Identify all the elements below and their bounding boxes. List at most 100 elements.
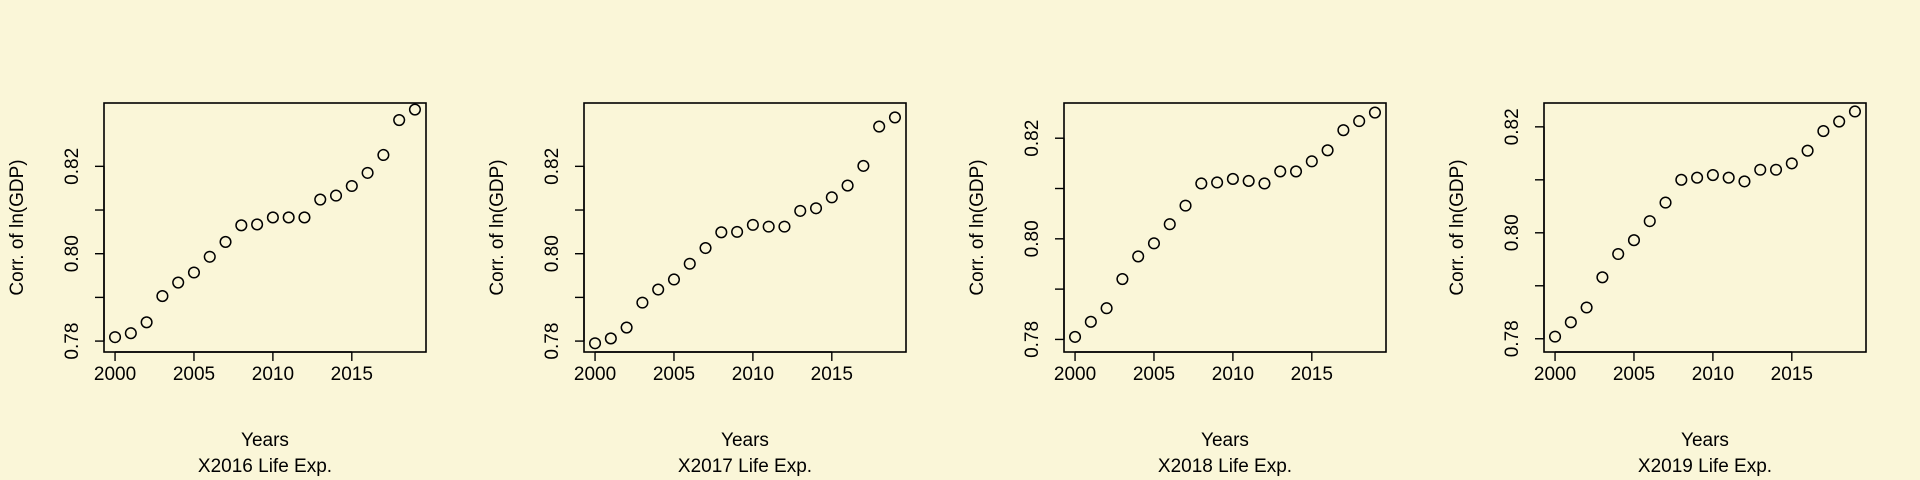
data-point <box>266 211 279 224</box>
data-point <box>1084 315 1097 328</box>
data-point <box>187 266 201 279</box>
x-tick-label: 2005 <box>173 364 215 385</box>
data-point <box>1738 175 1751 188</box>
data-point <box>715 226 728 239</box>
data-point <box>888 111 902 124</box>
chart-panel-1: 2000 2005 2010 2015 0.78 0.80 0.82 Years X2016 L… <box>7 102 427 477</box>
x-tick-label: 2000 <box>574 364 616 385</box>
data-point <box>1211 176 1224 189</box>
data-point <box>361 166 374 179</box>
data-point <box>841 179 854 192</box>
data-point <box>731 225 744 238</box>
x-tick-label: 2000 <box>1534 364 1576 385</box>
data-point <box>329 189 343 202</box>
x-tick-label: 2015 <box>1771 364 1813 385</box>
x-tick-label: 2010 <box>732 364 774 385</box>
y-axis-title: Corr. of ln(GDP) <box>1447 159 1468 295</box>
data-point <box>1353 115 1366 128</box>
data-point <box>1289 165 1303 178</box>
data-point <box>1548 330 1562 343</box>
x-tick-label: 2010 <box>1212 364 1254 385</box>
panel-subtitle: X2017 Life Exp. <box>678 456 812 477</box>
data-point <box>345 179 358 193</box>
data-point <box>1659 196 1672 209</box>
data-point <box>1116 273 1129 286</box>
data-point <box>652 283 665 296</box>
panel-subtitle: X2016 Life Exp. <box>198 456 332 477</box>
data-point <box>1179 199 1192 212</box>
data-point <box>794 204 807 217</box>
data-point <box>314 193 327 206</box>
data-point <box>140 316 153 329</box>
data-point <box>746 218 759 231</box>
data-point <box>1596 271 1609 284</box>
y-axis-title: Corr. of ln(GDP) <box>7 159 28 295</box>
y-tick-label: 0.80 <box>62 235 83 272</box>
y-tick-label: 0.78 <box>1502 320 1523 357</box>
data-point <box>1769 163 1783 176</box>
data-point <box>1274 165 1287 178</box>
y-axis-title: Corr. of ln(GDP) <box>487 159 508 295</box>
x-axis-title: Years <box>1201 430 1249 451</box>
data-point <box>873 120 886 133</box>
panel-subtitle: X2019 Life Exp. <box>1638 456 1772 477</box>
data-point <box>1195 177 1208 190</box>
data-point <box>667 273 681 286</box>
data-point <box>778 220 791 233</box>
data-point <box>156 290 169 303</box>
data-point <box>282 211 295 224</box>
chart-panel-4: 2000 2005 2010 2015 0.78 0.80 0.82 Years X2019 L… <box>1447 102 1867 477</box>
data-point <box>1801 144 1814 157</box>
data-point <box>588 337 602 350</box>
x-tick-label: 2015 <box>1291 364 1333 385</box>
x-tick-label: 2005 <box>1613 364 1655 385</box>
data-point <box>251 218 264 231</box>
y-tick-label: 0.82 <box>1022 120 1043 157</box>
x-tick-label: 2015 <box>331 364 373 385</box>
data-point <box>1612 247 1625 261</box>
x-tick-label: 2010 <box>252 364 294 385</box>
x-axis-title: Years <box>241 430 289 451</box>
y-tick-label: 0.80 <box>1502 214 1523 251</box>
data-point <box>857 159 870 172</box>
x-axis-title: Years <box>721 430 769 451</box>
data-point <box>298 211 311 224</box>
y-tick-label: 0.82 <box>1502 108 1523 145</box>
data-point <box>1147 237 1161 250</box>
y-tick-label: 0.80 <box>542 235 563 272</box>
data-point <box>636 296 649 309</box>
data-point <box>1564 316 1577 329</box>
x-tick-label: 2000 <box>1054 364 1096 385</box>
data-point <box>1226 172 1239 186</box>
x-tick-label: 2000 <box>94 364 136 385</box>
data-point <box>1754 163 1767 176</box>
y-tick-label: 0.78 <box>1022 321 1043 358</box>
data-point <box>683 257 696 270</box>
data-point <box>1337 124 1350 137</box>
chart-panel-2: 2000 2005 2010 2015 0.78 0.80 0.82 Years X2017 L… <box>487 102 907 477</box>
y-tick-label: 0.80 <box>1022 220 1043 257</box>
y-tick-label: 0.78 <box>62 323 83 360</box>
x-tick-label: 2005 <box>1133 364 1175 385</box>
data-point <box>124 327 137 340</box>
data-point <box>620 321 633 334</box>
data-point <box>1163 218 1176 231</box>
data-point <box>108 331 122 344</box>
data-point <box>1643 215 1656 228</box>
data-point <box>1242 174 1255 188</box>
x-tick-label: 2010 <box>1692 364 1734 385</box>
data-point <box>172 276 185 289</box>
data-point <box>1368 106 1382 119</box>
data-point <box>1068 330 1082 343</box>
chart-panel-3: 2000 2005 2010 2015 0.78 0.80 0.82 Years X2018 L… <box>967 102 1387 477</box>
data-point <box>1627 234 1641 247</box>
data-point <box>1785 157 1798 170</box>
x-tick-label: 2005 <box>653 364 695 385</box>
y-tick-label: 0.82 <box>62 148 83 185</box>
data-point <box>1833 115 1846 128</box>
data-point <box>1675 173 1688 186</box>
x-axis-title: Years <box>1681 430 1729 451</box>
data-point <box>1691 171 1704 184</box>
data-point <box>235 219 248 232</box>
